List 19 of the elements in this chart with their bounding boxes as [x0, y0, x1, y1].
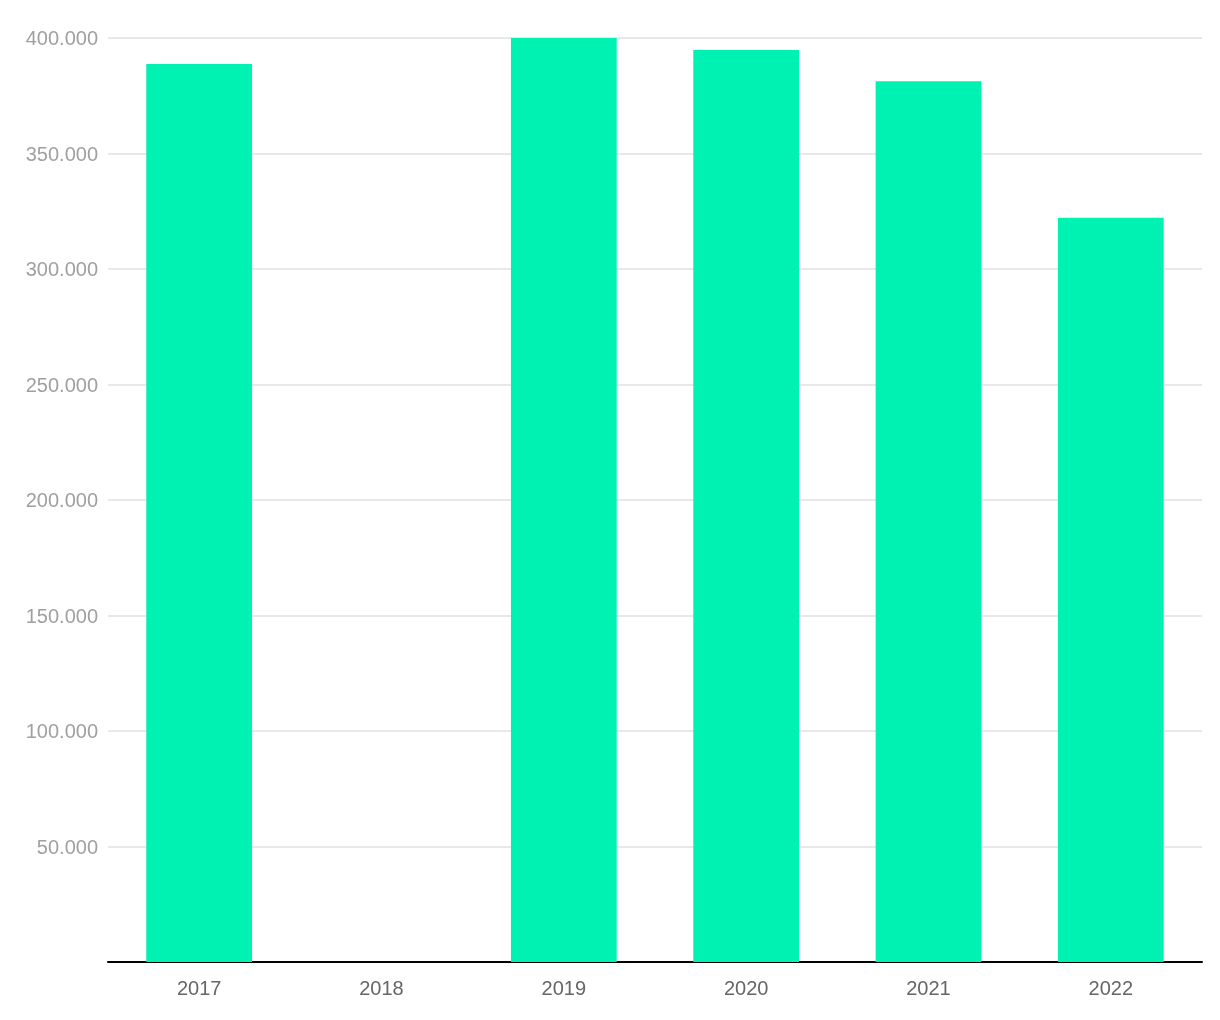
y-tick-label: 300.000	[25, 258, 98, 280]
x-tick-label: 2018	[359, 977, 404, 999]
x-tick-label: 2019	[541, 977, 587, 999]
y-tick-label: 50.000	[36, 835, 98, 858]
y-tick-label: 100.000	[25, 720, 98, 742]
y-tick-label: 200.000	[25, 489, 98, 511]
x-tick-label: 2021	[906, 977, 951, 999]
x-tick-label: 2020	[723, 977, 769, 999]
bar	[693, 50, 800, 962]
bar	[510, 38, 617, 962]
bar	[875, 81, 982, 962]
y-tick-label: 150.000	[25, 604, 98, 627]
y-tick-label: 250.000	[25, 373, 98, 396]
y-tick-label: 350.000	[25, 142, 98, 165]
x-tick-label: 2022	[1088, 977, 1134, 999]
y-tick-label: 400.000	[25, 27, 98, 49]
bar	[1057, 217, 1164, 962]
bar	[146, 64, 253, 962]
x-tick-label: 2017	[176, 977, 222, 999]
